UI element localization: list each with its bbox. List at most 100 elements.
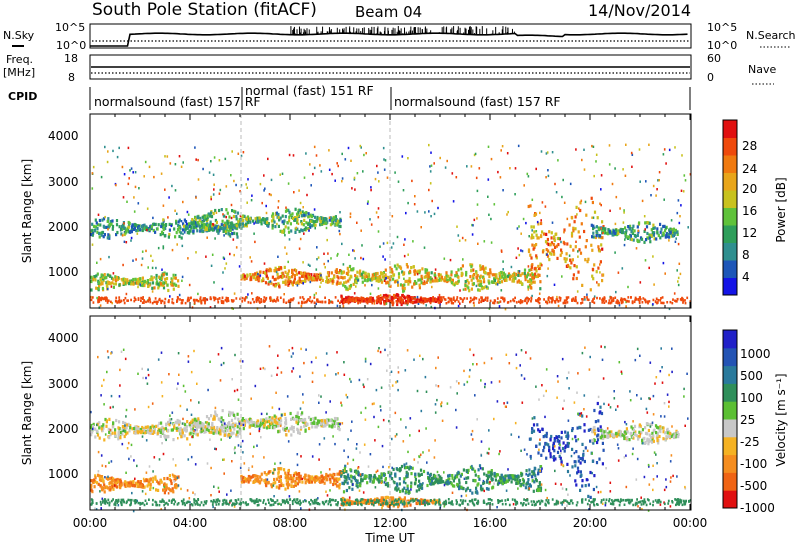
scatter-cell (224, 157, 227, 161)
scatter-cell (352, 249, 354, 252)
scatter-cell (555, 244, 558, 248)
scatter-cell (122, 263, 124, 267)
scatter-cell (101, 477, 104, 481)
scatter-cell (662, 224, 665, 229)
scatter-cell (120, 224, 124, 229)
scatter-cell (536, 220, 539, 224)
scatter-cell (570, 234, 574, 238)
scatter-cell (115, 219, 119, 223)
scatter-cell (158, 421, 161, 425)
scatter-cell (178, 420, 181, 424)
scatter-cell (160, 480, 163, 484)
scatter-cell (309, 296, 312, 299)
scatter-cell (104, 486, 107, 490)
scatter-cell (353, 299, 356, 302)
scatter-cell (110, 222, 113, 226)
scatter-cell (245, 296, 247, 299)
scatter-cell (265, 204, 267, 208)
scatter-cell (264, 281, 268, 285)
scatter-cell (399, 489, 402, 494)
scatter-cell (173, 227, 176, 231)
scatter-cell (394, 279, 397, 283)
scatter-cell (151, 259, 154, 262)
scatter-cell (376, 271, 379, 276)
scatter-cell (677, 199, 680, 202)
scatter-cell (296, 482, 299, 486)
scatter-cell (94, 278, 97, 282)
scatter-cell (337, 478, 340, 482)
scatter-cell (245, 418, 248, 422)
scatter-cell (361, 300, 363, 303)
scatter-cell (295, 472, 299, 476)
scatter-cell (120, 299, 123, 303)
scatter-cell (265, 417, 268, 421)
scatter-cell (599, 263, 601, 266)
scatter-cell (125, 292, 128, 296)
scatter-cell (397, 180, 400, 183)
scatter-cell (204, 225, 207, 229)
scatter-cell (336, 224, 339, 227)
scatter-cell (622, 221, 625, 224)
scatter-cell (255, 298, 258, 302)
scatter-cell (568, 223, 571, 227)
scatter-cell (242, 427, 245, 431)
scatter-cell (278, 285, 281, 289)
scatter-cell (294, 218, 298, 222)
scatter-cell (303, 213, 306, 217)
scatter-cell (362, 299, 365, 303)
scatter-cell (118, 420, 121, 424)
scatter-cell (175, 428, 178, 432)
scatter-cell (284, 421, 287, 425)
scatter-cell (115, 223, 119, 227)
scatter-cell (111, 301, 113, 305)
scatter-cell (490, 217, 492, 221)
scatter-cell (303, 211, 306, 215)
scatter-cell (560, 240, 562, 244)
scatter-cell (493, 273, 496, 277)
scatter-cell (310, 215, 314, 219)
scatter-cell (521, 300, 524, 303)
scatter-cell (277, 212, 280, 217)
scatter-cell (337, 164, 339, 168)
scatter-cell (348, 296, 351, 300)
scatter-cell (566, 263, 569, 268)
scatter-cell (265, 274, 268, 278)
scatter-cell (473, 153, 476, 157)
scatter-cell (628, 235, 631, 239)
scatter-cell (429, 280, 432, 284)
scatter-cell (398, 299, 401, 303)
scatter-cell (239, 214, 242, 218)
scatter-cell (646, 231, 649, 236)
scatter-cell (179, 226, 182, 230)
scatter-cell (618, 304, 621, 307)
scatter-cell (204, 298, 206, 301)
scatter-cell (442, 296, 445, 299)
scatter-cell (120, 232, 123, 236)
scatter-cell (527, 204, 530, 209)
scatter-cell (674, 146, 676, 149)
scatter-cell (268, 416, 271, 420)
scatter-cell (311, 220, 313, 223)
scatter-cell (643, 229, 646, 233)
colorbar-swatch (723, 190, 737, 208)
scatter-cell (108, 430, 111, 434)
scatter-cell (402, 289, 406, 293)
scatter-cell (316, 217, 319, 221)
scatter-cell (90, 433, 93, 437)
scatter-cell (133, 299, 136, 303)
scatter-cell (120, 432, 124, 436)
scatter-cell (597, 233, 600, 238)
scatter-cell (298, 208, 302, 212)
scatter-cell (140, 484, 143, 488)
scatter-cell (375, 477, 378, 481)
scatter-cell (202, 225, 205, 229)
scatter-cell (195, 158, 197, 161)
freq-label: Freq. (6, 53, 33, 66)
scatter-cell (527, 473, 530, 477)
scatter-cell (212, 173, 215, 176)
scatter-cell (314, 416, 317, 420)
scatter-cell (103, 490, 106, 494)
scatter-cell (298, 271, 301, 275)
scatter-cell (116, 230, 119, 235)
scatter-cell (457, 279, 460, 283)
